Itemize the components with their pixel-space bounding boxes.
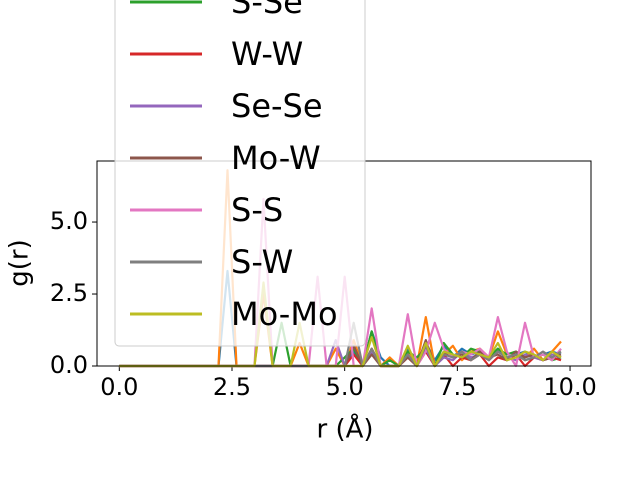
y-tick-label: 0.0 — [50, 351, 88, 379]
legend-label: Se-Se — [231, 87, 323, 125]
legend-label: S-Se — [231, 0, 303, 21]
legend-label: S-W — [231, 243, 293, 281]
x-tick-label: 7.5 — [438, 373, 476, 401]
y-tick-label: 2.5 — [50, 279, 88, 307]
x-axis-label: r (Å) — [316, 413, 373, 445]
legend-box — [114, 0, 366, 347]
y-axis-label: g(r) — [5, 239, 35, 286]
x-tick-label: 0.0 — [100, 373, 138, 401]
x-tick-label: 10.0 — [543, 373, 596, 401]
y-tick-label: 5.0 — [50, 207, 88, 235]
legend-label: Mo-W — [231, 139, 321, 177]
legend-label: Mo-Mo — [231, 295, 338, 333]
x-tick-label: 2.5 — [213, 373, 251, 401]
legend-label: W-W — [231, 35, 303, 73]
x-tick-label: 5.0 — [326, 373, 364, 401]
legend-label: S-S — [231, 191, 283, 229]
